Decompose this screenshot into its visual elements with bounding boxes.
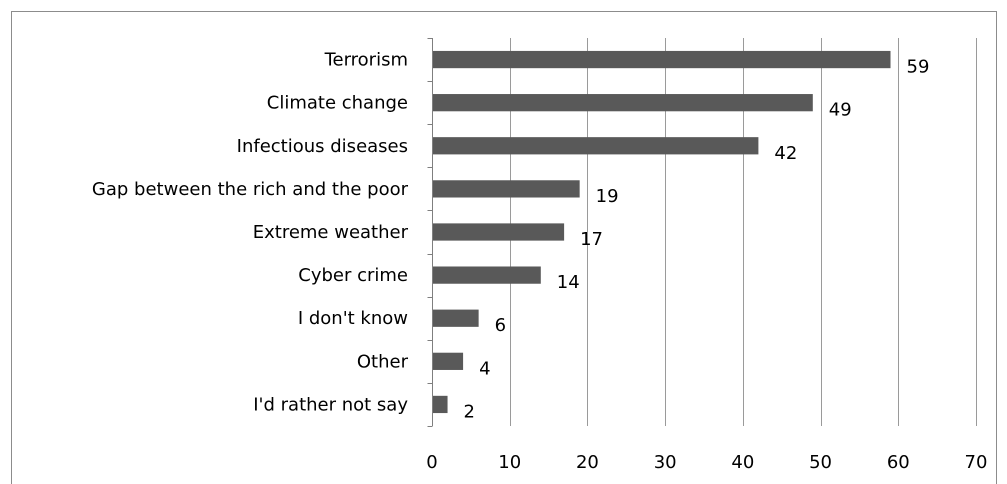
x-tick-label-50: 50 xyxy=(809,452,832,473)
category-label-6: I don't know xyxy=(298,308,408,329)
data-label-2: 42 xyxy=(774,143,797,164)
bar-3 xyxy=(433,180,580,198)
category-label-7: Other xyxy=(357,351,409,372)
category-label-4: Extreme weather xyxy=(253,222,409,243)
category-label-1: Climate change xyxy=(267,93,408,114)
bars xyxy=(433,50,891,414)
labels: Terrorism 59 Climate change 49 Infectious di… xyxy=(92,50,988,473)
bar-1 xyxy=(433,94,813,112)
x-tick-label-0: 0 xyxy=(426,452,437,473)
data-label-1: 49 xyxy=(829,100,852,121)
data-label-4: 17 xyxy=(580,229,603,250)
category-label-3: Gap between the rich and the poor xyxy=(92,179,409,200)
x-tick-label-40: 40 xyxy=(731,452,754,473)
x-tick-label-60: 60 xyxy=(887,452,910,473)
data-label-5: 14 xyxy=(557,272,580,293)
chart-frame xyxy=(11,11,997,484)
bar-5 xyxy=(433,266,541,284)
bar-2 xyxy=(433,137,759,155)
data-label-7: 4 xyxy=(479,358,490,379)
x-tick-label-30: 30 xyxy=(654,452,677,473)
x-tick-label-10: 10 xyxy=(498,452,521,473)
category-label-8: I'd rather not say xyxy=(253,394,408,415)
data-label-8: 2 xyxy=(464,401,475,422)
bar-0 xyxy=(433,50,891,69)
category-label-0: Terrorism xyxy=(324,50,408,71)
data-label-3: 19 xyxy=(596,186,619,207)
x-tick-label-20: 20 xyxy=(576,452,599,473)
category-label-5: Cyber crime xyxy=(298,265,408,286)
bar-7 xyxy=(433,352,464,370)
x-tick-label-70: 70 xyxy=(965,452,988,473)
category-label-2: Infectious diseases xyxy=(237,136,408,157)
bar-8 xyxy=(433,395,448,414)
bar-6 xyxy=(433,309,479,327)
data-label-6: 6 xyxy=(495,315,506,336)
axes xyxy=(427,38,433,427)
bar-4 xyxy=(433,223,565,241)
data-label-0: 59 xyxy=(907,57,930,78)
